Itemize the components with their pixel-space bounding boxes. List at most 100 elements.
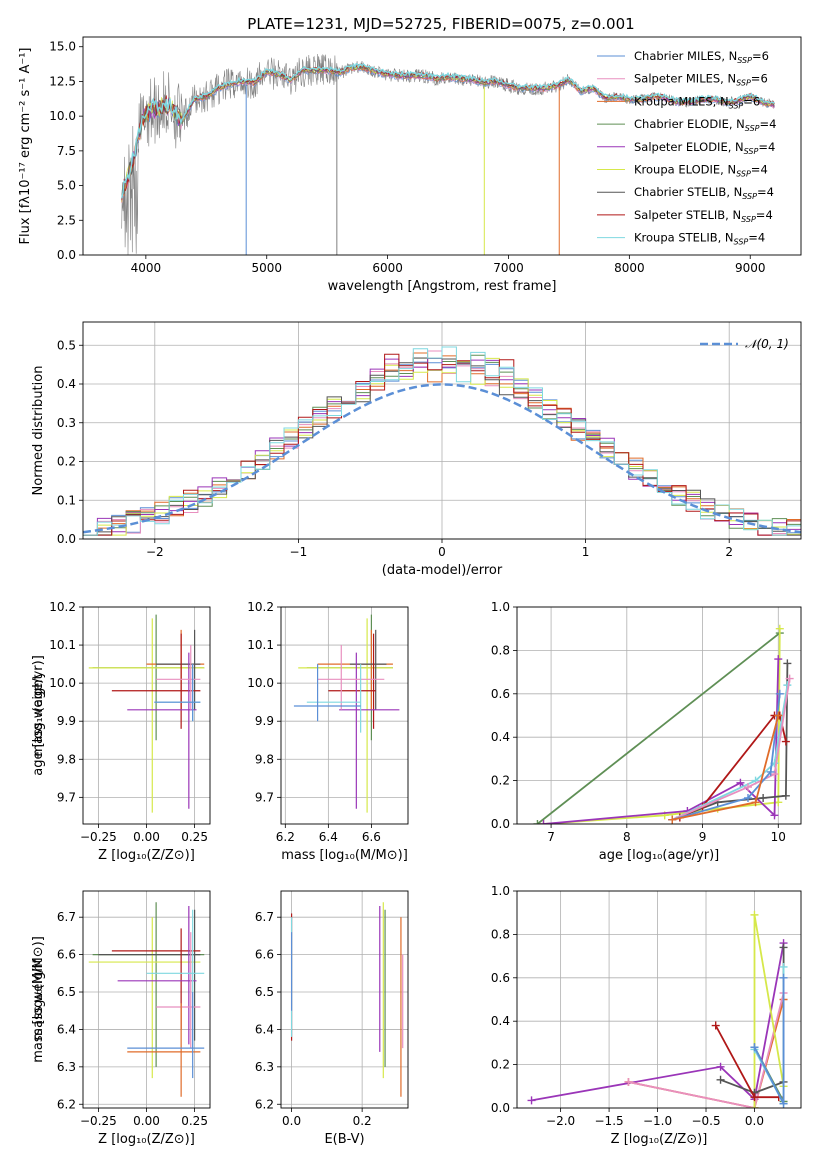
series-marker bbox=[711, 1021, 720, 1030]
x-axis-label: Z [log₁₀(Z/Z⊙)] bbox=[611, 1132, 708, 1147]
data-layer bbox=[533, 624, 794, 824]
legend-entry-kroupa-elodie: Kroupa ELODIE, NSSP=4 bbox=[634, 163, 768, 179]
y-tick-label: 6.4 bbox=[255, 1022, 274, 1036]
x-tick-label: 6000 bbox=[372, 261, 403, 275]
y-tick-label: 6.5 bbox=[57, 985, 76, 999]
series-line-kroupa-stelib bbox=[671, 684, 789, 821]
series-marker bbox=[779, 943, 788, 952]
legend: Chabrier MILES, NSSP=6 Salpeter MILES, NS… bbox=[597, 49, 776, 247]
y-tick-label: 15.0 bbox=[49, 40, 76, 54]
x-tick-label: −2 bbox=[146, 545, 164, 559]
x-axis-label: Z [log₁₀(Z/Z⊙)] bbox=[98, 1132, 195, 1147]
plot-frame bbox=[82, 606, 211, 825]
x-axis-label: wavelength [Angstrom, rest frame] bbox=[328, 279, 557, 294]
plot-frame bbox=[280, 890, 409, 1109]
histogram-kroupa-stelib bbox=[83, 346, 801, 536]
x-tick-label: 6.6 bbox=[362, 830, 381, 844]
y-tick-label: 10.0 bbox=[49, 109, 76, 123]
y-tick-label: 0.1 bbox=[57, 493, 76, 507]
y-tick-label: 0.4 bbox=[491, 1014, 510, 1028]
panel-mass-vs-ebv: 0.0 0.2 6.2 6.3 6.4 6.5 6.6 6.7 E(B-V) bbox=[255, 890, 409, 1147]
legend-model-name: Chabrier ELODIE bbox=[634, 117, 729, 131]
series-line-salpeter-elodie bbox=[531, 942, 785, 1102]
series-line-chabrier-elodie bbox=[536, 632, 781, 824]
x-tick-label: −0.5 bbox=[691, 1114, 720, 1128]
series-marker bbox=[743, 783, 752, 792]
y-tick-label: 0.8 bbox=[491, 927, 510, 941]
y-tick-label: 10.1 bbox=[49, 638, 76, 652]
errorbar-salpeter-stelib bbox=[111, 633, 201, 729]
y-tick-label: 10.0 bbox=[247, 676, 274, 690]
errorbar-chabrier-stelib bbox=[98, 909, 201, 1041]
series-marker bbox=[781, 791, 790, 800]
y-tick-label: 0.0 bbox=[491, 1101, 510, 1115]
histogram-salpeter-elodie bbox=[83, 358, 801, 536]
series-marker bbox=[750, 1104, 759, 1108]
series-marker bbox=[779, 962, 788, 971]
plot-frame bbox=[82, 36, 802, 256]
y-axis-label: mass weight bbox=[31, 958, 46, 1040]
x-tick-label: 9000 bbox=[735, 261, 766, 275]
plot-area bbox=[281, 607, 408, 824]
y-tick-label: 6.7 bbox=[255, 910, 274, 924]
series-marker bbox=[783, 659, 792, 668]
y-tick-label: 12.5 bbox=[49, 74, 76, 88]
x-axis-label: mass [log₁₀(M/M⊙)] bbox=[281, 848, 408, 863]
y-tick-label: 9.8 bbox=[255, 752, 274, 766]
legend-model-name: Kroupa STELIB bbox=[634, 231, 718, 245]
x-tick-label: 7000 bbox=[493, 261, 524, 275]
legend-model-name: Salpeter STELIB bbox=[634, 208, 725, 222]
series-marker bbox=[716, 1062, 725, 1071]
panel-age-vs-z: −0.25 0.00 0.25 9.7 9.8 9.9 10.0 10.1 10.2 Z [log… bbox=[31, 600, 211, 863]
legend-nssp-value: 4 bbox=[768, 140, 775, 154]
errorbar-kroupa-stelib bbox=[306, 664, 362, 733]
series-marker bbox=[527, 1096, 536, 1105]
series-marker bbox=[716, 1075, 725, 1084]
legend-nssp-value: 6 bbox=[760, 72, 767, 86]
y-axis-label: Flux [fλ10⁻¹⁷ erg cm⁻² s⁻¹ A⁻¹] bbox=[18, 48, 33, 245]
data-layer bbox=[83, 346, 801, 536]
y-tick-label: 9.7 bbox=[255, 790, 274, 804]
y-tick-label: 6.2 bbox=[57, 1097, 76, 1111]
series-marker bbox=[766, 767, 775, 776]
x-tick-label: 0.00 bbox=[133, 830, 160, 844]
series-marker bbox=[743, 793, 752, 802]
errorbar-salpeter-stelib bbox=[328, 633, 376, 729]
series-marker bbox=[736, 778, 745, 787]
plot-frame bbox=[280, 606, 409, 825]
y-tick-label: 9.9 bbox=[57, 714, 76, 728]
series-marker bbox=[770, 811, 779, 820]
y-tick-label: 6.3 bbox=[255, 1060, 274, 1074]
errorbar-kroupa-elodie bbox=[88, 917, 201, 1079]
errorbar-chabrier-miles bbox=[293, 664, 361, 722]
model-line-kroupa-stelib bbox=[121, 62, 775, 199]
series-marker bbox=[774, 711, 783, 720]
y-tick-label: 10.2 bbox=[49, 600, 76, 614]
errorbar-salpeter-elodie bbox=[127, 652, 197, 809]
y-tick-label: 0.0 bbox=[57, 532, 76, 546]
panel-age-vs-mass: 6.2 6.4 6.6 9.7 9.8 9.9 10.0 10.1 10.2 mass [log₁… bbox=[247, 600, 409, 863]
legend-entry-salpeter-elodie: Salpeter ELODIE, NSSP=4 bbox=[634, 140, 775, 156]
y-tick-label: 0.0 bbox=[491, 817, 510, 831]
data-layer bbox=[293, 614, 400, 813]
legend-model-name: Chabrier MILES bbox=[634, 49, 721, 63]
y-tick-label: 10.0 bbox=[49, 676, 76, 690]
y-tick-label: 6.2 bbox=[255, 1097, 274, 1111]
x-tick-label: 10 bbox=[771, 830, 786, 844]
x-tick-label: 8000 bbox=[614, 261, 645, 275]
x-tick-label: 0.0 bbox=[745, 1114, 764, 1128]
legend-entry-normal: 𝒩(0, 1) bbox=[745, 337, 789, 351]
y-tick-label: 2.5 bbox=[57, 213, 76, 227]
x-tick-label: 0 bbox=[438, 545, 446, 559]
y-tick-label: 6.3 bbox=[57, 1060, 76, 1074]
x-tick-label: 7 bbox=[547, 830, 555, 844]
x-tick-label: 9 bbox=[699, 830, 707, 844]
y-tick-label: 1.0 bbox=[491, 600, 510, 614]
legend-entry-salpeter-stelib: Salpeter STELIB, NSSP=4 bbox=[634, 208, 773, 224]
legend-nssp-value: 6 bbox=[762, 49, 769, 63]
x-tick-label: 2 bbox=[725, 545, 733, 559]
x-tick-label: 6.2 bbox=[276, 830, 295, 844]
legend-nssp-value: 4 bbox=[758, 231, 765, 245]
y-axis-label: age [log₁₀(age/yr)] bbox=[31, 655, 46, 776]
